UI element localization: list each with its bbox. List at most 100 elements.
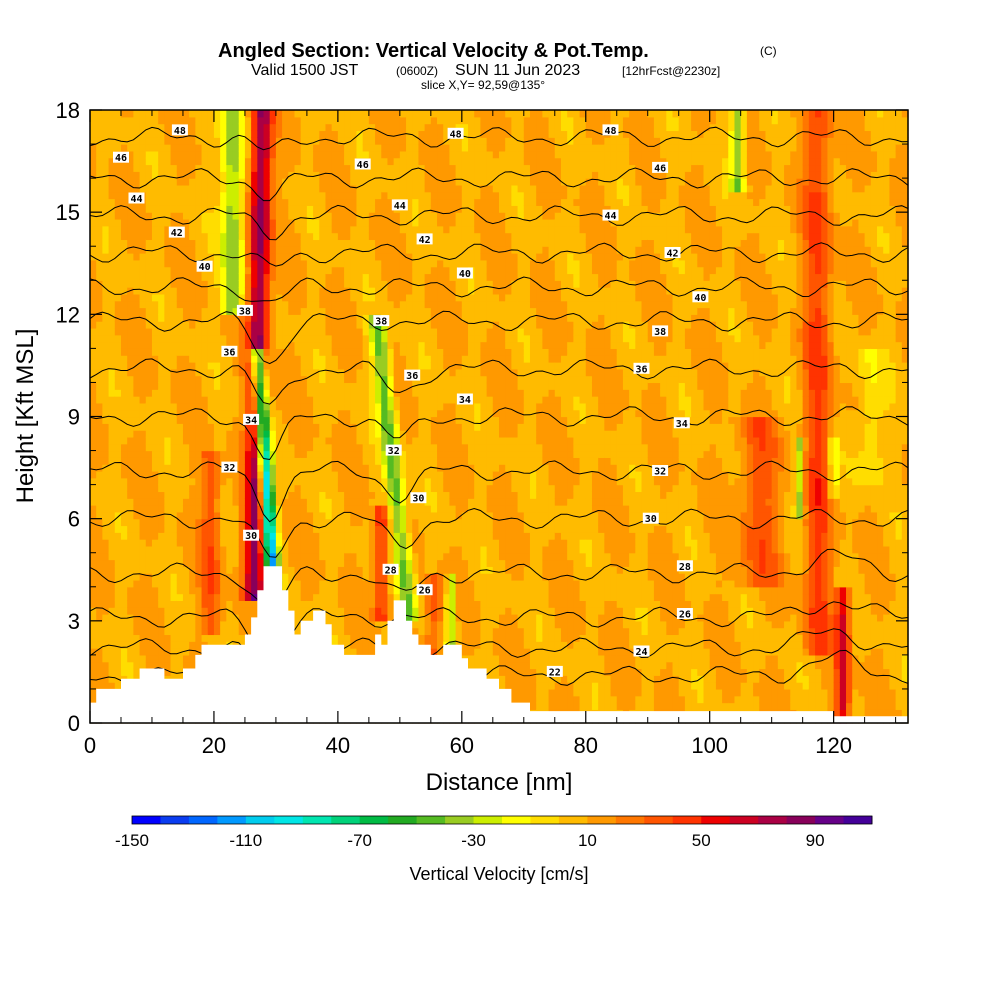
velocity-cell	[325, 505, 333, 513]
velocity-cell	[145, 525, 153, 533]
velocity-cell	[381, 239, 389, 247]
velocity-cell	[220, 477, 227, 486]
velocity-cell	[170, 464, 178, 472]
velocity-cell	[139, 164, 147, 172]
velocity-cell	[176, 137, 184, 145]
velocity-cell	[430, 457, 438, 465]
velocity-cell	[424, 382, 432, 390]
velocity-cell	[102, 191, 110, 200]
velocity-cell	[170, 314, 178, 322]
velocity-cell	[164, 539, 172, 547]
velocity-cell	[350, 573, 358, 581]
velocity-cell	[344, 314, 351, 322]
velocity-cell	[319, 171, 327, 179]
velocity-cell	[356, 239, 364, 247]
velocity-cell	[96, 579, 103, 588]
velocity-cell	[344, 273, 351, 281]
velocity-cell	[300, 116, 308, 125]
velocity-cell	[189, 505, 196, 513]
velocity-cell	[368, 430, 376, 438]
velocity-cell	[108, 123, 116, 132]
velocity-cell	[344, 579, 351, 588]
velocity-cell	[195, 505, 203, 513]
velocity-cell	[251, 205, 258, 213]
velocity-cell	[96, 511, 103, 520]
velocity-cell	[158, 218, 165, 227]
velocity-cell	[139, 253, 147, 261]
velocity-cell	[362, 116, 370, 125]
velocity-cell	[232, 559, 240, 567]
velocity-cell	[96, 334, 103, 343]
velocity-cell	[387, 355, 395, 363]
velocity-cell	[337, 607, 345, 615]
velocity-cell	[170, 457, 178, 465]
velocity-cell	[201, 491, 209, 499]
velocity-cell	[251, 600, 258, 608]
velocity-cell	[263, 396, 271, 404]
velocity-cell	[170, 246, 178, 254]
velocity-cell	[114, 627, 122, 636]
velocity-cell	[269, 123, 277, 132]
velocity-cell	[158, 389, 165, 397]
velocity-cell	[381, 253, 389, 261]
velocity-cell	[207, 327, 215, 336]
velocity-cell	[238, 614, 246, 622]
velocity-cell	[120, 464, 128, 472]
velocity-cell	[381, 116, 389, 125]
velocity-cell	[350, 205, 358, 213]
velocity-cell	[282, 150, 289, 159]
velocity-cell	[375, 164, 382, 172]
velocity-cell	[387, 218, 395, 227]
velocity-cell	[102, 682, 110, 690]
velocity-cell	[238, 205, 246, 213]
velocity-cell	[331, 321, 339, 329]
velocity-cell	[282, 573, 289, 581]
velocity-cell	[158, 648, 165, 656]
velocity-cell	[412, 552, 420, 561]
velocity-cell	[313, 225, 320, 234]
velocity-cell	[226, 362, 234, 370]
velocity-cell	[158, 362, 165, 370]
velocity-cell	[337, 382, 345, 390]
velocity-cell	[282, 389, 289, 397]
velocity-cell	[362, 539, 370, 547]
velocity-cell	[325, 314, 333, 322]
velocity-cell	[207, 518, 215, 527]
velocity-cell	[145, 321, 153, 329]
velocity-cell	[412, 280, 420, 288]
velocity-cell	[133, 430, 141, 438]
velocity-cell	[90, 259, 97, 268]
velocity-cell	[288, 396, 296, 404]
velocity-cell	[387, 191, 395, 200]
velocity-cell	[368, 266, 376, 275]
velocity-cell	[189, 225, 196, 234]
velocity-cell	[102, 382, 110, 390]
velocity-cell	[170, 144, 178, 152]
velocity-cell	[114, 123, 122, 132]
velocity-cell	[350, 607, 358, 615]
velocity-cell	[368, 586, 376, 595]
velocity-cell	[96, 287, 103, 295]
velocity-cell	[251, 552, 258, 561]
velocity-cell	[127, 334, 134, 343]
velocity-cell	[96, 246, 103, 254]
velocity-cell	[393, 491, 401, 499]
velocity-cell	[102, 341, 110, 349]
velocity-cell	[294, 239, 302, 247]
velocity-cell	[220, 205, 227, 213]
velocity-cell	[399, 505, 407, 513]
velocity-cell	[288, 375, 296, 384]
velocity-cell	[108, 498, 116, 506]
velocity-cell	[207, 600, 215, 608]
velocity-cell	[275, 402, 283, 411]
velocity-cell	[393, 505, 401, 513]
velocity-cell	[306, 321, 314, 329]
velocity-cell	[151, 144, 159, 152]
velocity-cell	[120, 491, 128, 499]
velocity-cell	[176, 545, 184, 554]
velocity-cell	[412, 627, 420, 636]
velocity-cell	[424, 498, 432, 506]
velocity-cell	[269, 362, 277, 370]
velocity-cell	[238, 416, 246, 424]
velocity-cell	[313, 348, 320, 356]
